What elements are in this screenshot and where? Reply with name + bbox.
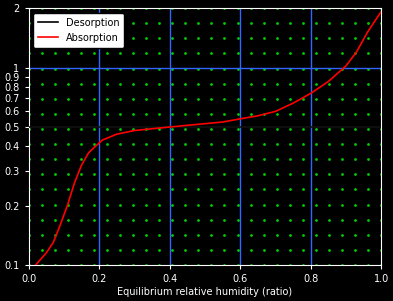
Absorption — [44, 251, 49, 255]
Absorption — [372, 20, 376, 24]
Absorption — [79, 163, 84, 167]
Absorption — [93, 144, 98, 148]
X-axis label: Equilibrium relative humidity (ratio): Equilibrium relative humidity (ratio) — [118, 287, 292, 297]
Absorption — [33, 263, 38, 267]
Absorption — [167, 125, 172, 129]
Absorption — [132, 129, 137, 132]
Absorption — [58, 223, 62, 227]
Absorption — [65, 204, 70, 207]
Absorption — [72, 181, 77, 185]
Absorption — [273, 110, 278, 113]
Legend: Desorption, Absorption: Desorption, Absorption — [33, 13, 124, 48]
Absorption — [365, 31, 369, 35]
Line: Absorption: Absorption — [36, 12, 381, 265]
Absorption — [309, 92, 313, 95]
Absorption — [114, 132, 119, 136]
Absorption — [326, 80, 331, 83]
Absorption — [185, 123, 189, 127]
Absorption — [379, 10, 384, 14]
Absorption — [291, 101, 296, 105]
Absorption — [343, 64, 348, 68]
Absorption — [51, 241, 56, 244]
Absorption — [220, 120, 225, 124]
Absorption — [354, 50, 359, 54]
Absorption — [150, 127, 154, 131]
Absorption — [238, 117, 242, 121]
Absorption — [255, 114, 260, 118]
Absorption — [86, 151, 91, 155]
Absorption — [202, 122, 207, 126]
Absorption — [100, 138, 105, 142]
